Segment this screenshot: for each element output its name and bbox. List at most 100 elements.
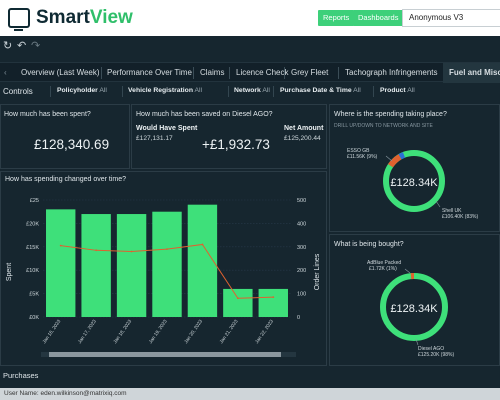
filter-value: All	[262, 87, 270, 94]
where-label-name: ESSO GB	[347, 148, 370, 154]
filter-divider	[50, 86, 51, 97]
filter-value: All	[194, 87, 203, 94]
what-label-name: AdBlue Packed	[367, 260, 401, 266]
tab-grey-fleet[interactable]: Grey Fleet	[291, 68, 329, 77]
filter-product[interactable]: Product All	[380, 87, 415, 94]
y2-tick-label: 300	[297, 245, 306, 251]
organisation-select[interactable]: Anonymous V3	[402, 9, 500, 27]
filter-name: Network	[234, 87, 261, 94]
tab-fuel-misc[interactable]: Fuel and Miscel	[443, 63, 500, 83]
bar-spent[interactable]	[46, 209, 76, 317]
bar-spent[interactable]	[258, 288, 288, 317]
where-donut-chart: £128.34K ESSO GB £11.56K (9%) Shell UK £…	[347, 148, 478, 220]
donut-segment-esso[interactable]	[387, 154, 402, 168]
what-label-name: Diesel AGO	[418, 346, 444, 352]
top-bar: SmartView Reports Dashboards Anonymous V…	[0, 0, 500, 36]
saved-value: +£1,932.73	[202, 137, 270, 152]
filter-name: Product	[380, 87, 406, 94]
bar-spent[interactable]	[116, 214, 147, 317]
saved-panel: How much has been saved on Diesel AGO? W…	[131, 104, 327, 169]
y2-tick-label: 200	[297, 268, 306, 274]
y-tick-label: £20K	[26, 221, 39, 227]
point-order-lines[interactable]	[236, 297, 239, 300]
reports-button[interactable]: Reports	[318, 10, 355, 26]
spent-panel: How much has been spent? £128,340.69	[0, 104, 130, 169]
toolbar: ↻ ↶ ↷	[0, 36, 500, 56]
spent-title: How much has been spent?	[4, 111, 91, 118]
footer-user-name: User Name: eden.wilkinson@matrixiq.com	[0, 388, 500, 400]
filter-network[interactable]: Network All	[234, 87, 270, 94]
chart-scrollbar-thumb[interactable]	[49, 352, 281, 357]
redo-icon[interactable]: ↷	[31, 40, 41, 52]
net-amount-value: £125,200.44	[284, 135, 321, 142]
chart-y2-label: Order Lines	[314, 253, 321, 290]
where-label-value: £106.40K (83%)	[442, 214, 478, 220]
bar-spent[interactable]	[223, 288, 253, 317]
what-label-value: £1.72K (1%)	[369, 266, 397, 272]
bar-spent[interactable]	[81, 214, 111, 317]
undo-icon[interactable]: ↶	[17, 40, 27, 52]
chart-y2-axis: 0 100 200 300 400 500	[297, 198, 306, 321]
point-order-lines[interactable]	[166, 248, 168, 251]
point-order-lines[interactable]	[95, 249, 98, 252]
spent-value: £128,340.69	[34, 137, 110, 152]
chart-x-axis: Jan 16, 2023 Jan 17, 2023 Jan 18, 2023 Jan …	[42, 318, 276, 344]
what-label-value: £125.20K (98%)	[418, 352, 454, 358]
where-subtitle: DRILL UP/DOWN TO NETWORK AND SITE	[334, 123, 433, 129]
spending-chart-panel: How has spending changed over time? £0K £…	[0, 171, 327, 366]
y-tick-label: £0K	[29, 315, 39, 321]
where-total: £128.34K	[390, 177, 438, 189]
donut-segment-other[interactable]	[398, 152, 406, 160]
controls-title: Controls	[3, 87, 33, 96]
monitor-icon	[8, 8, 30, 31]
filter-divider	[273, 86, 274, 97]
tab-divider	[338, 67, 339, 79]
filter-policyholder[interactable]: Policyholder All	[57, 87, 107, 94]
leader-line	[385, 155, 393, 162]
x-tick-label: Jan 16, 2023	[42, 318, 63, 344]
leader-line	[435, 200, 441, 208]
leader-line	[415, 338, 419, 346]
chart-y-axis: £0K £5K £10K £15K £20K £25	[26, 198, 39, 321]
filter-divider	[122, 86, 123, 97]
chart-line	[59, 243, 275, 300]
brand-name-part2: View	[89, 7, 133, 28]
point-order-lines[interactable]	[130, 250, 133, 253]
where-panel: Where is the spending taking place? DRIL…	[329, 104, 500, 232]
what-total: £128.34K	[390, 303, 438, 315]
y-tick-label: £25	[30, 198, 39, 204]
tab-overview[interactable]: Overview (Last Week)	[21, 68, 100, 77]
bar-spent[interactable]	[152, 211, 182, 317]
point-order-lines[interactable]	[59, 244, 62, 247]
x-tick-label: Jan 22, 2023	[254, 318, 275, 344]
app-logo[interactable]: SmartView	[8, 7, 133, 31]
filter-value: All	[99, 87, 107, 94]
tab-scroll-left-icon[interactable]: ‹	[4, 68, 7, 77]
point-order-lines[interactable]	[272, 296, 275, 299]
y-tick-label: £15K	[26, 245, 39, 251]
x-tick-label: Jan 17, 2023	[77, 318, 98, 344]
tab-divider	[101, 67, 102, 79]
net-amount-label: Net Amount	[284, 125, 324, 132]
x-tick-label: Jan 20, 2023	[183, 318, 204, 344]
tab-divider	[193, 67, 194, 79]
tab-bar: ‹ Overview (Last Week) Performance Over …	[0, 62, 500, 83]
tab-licence-check[interactable]: Licence Check	[236, 68, 289, 77]
point-order-lines[interactable]	[201, 243, 204, 246]
tab-claims[interactable]: Claims	[200, 68, 225, 77]
y-tick-label: £10K	[26, 268, 39, 274]
dashboards-button[interactable]: Dashboards	[353, 10, 404, 26]
x-tick-label: Jan 19, 2023	[148, 318, 169, 344]
filter-vehicle-registration[interactable]: Vehicle Registration All	[128, 87, 202, 94]
chart-y-label: Spent	[6, 263, 13, 281]
filter-divider	[373, 86, 374, 97]
filter-value: All	[353, 87, 361, 94]
filter-purchase-date[interactable]: Purchase Date & Time All	[280, 87, 361, 94]
donut-segment-shell[interactable]	[383, 150, 445, 212]
refresh-icon[interactable]: ↻	[3, 40, 13, 52]
controls-bar: Controls Policyholder All Vehicle Regist…	[0, 84, 500, 100]
would-have-spent-value: £127,131.17	[136, 135, 173, 142]
bar-spent[interactable]	[187, 204, 218, 317]
tab-tachograph[interactable]: Tachograph Infringements	[345, 68, 438, 77]
tab-performance[interactable]: Performance Over Time	[107, 68, 192, 77]
